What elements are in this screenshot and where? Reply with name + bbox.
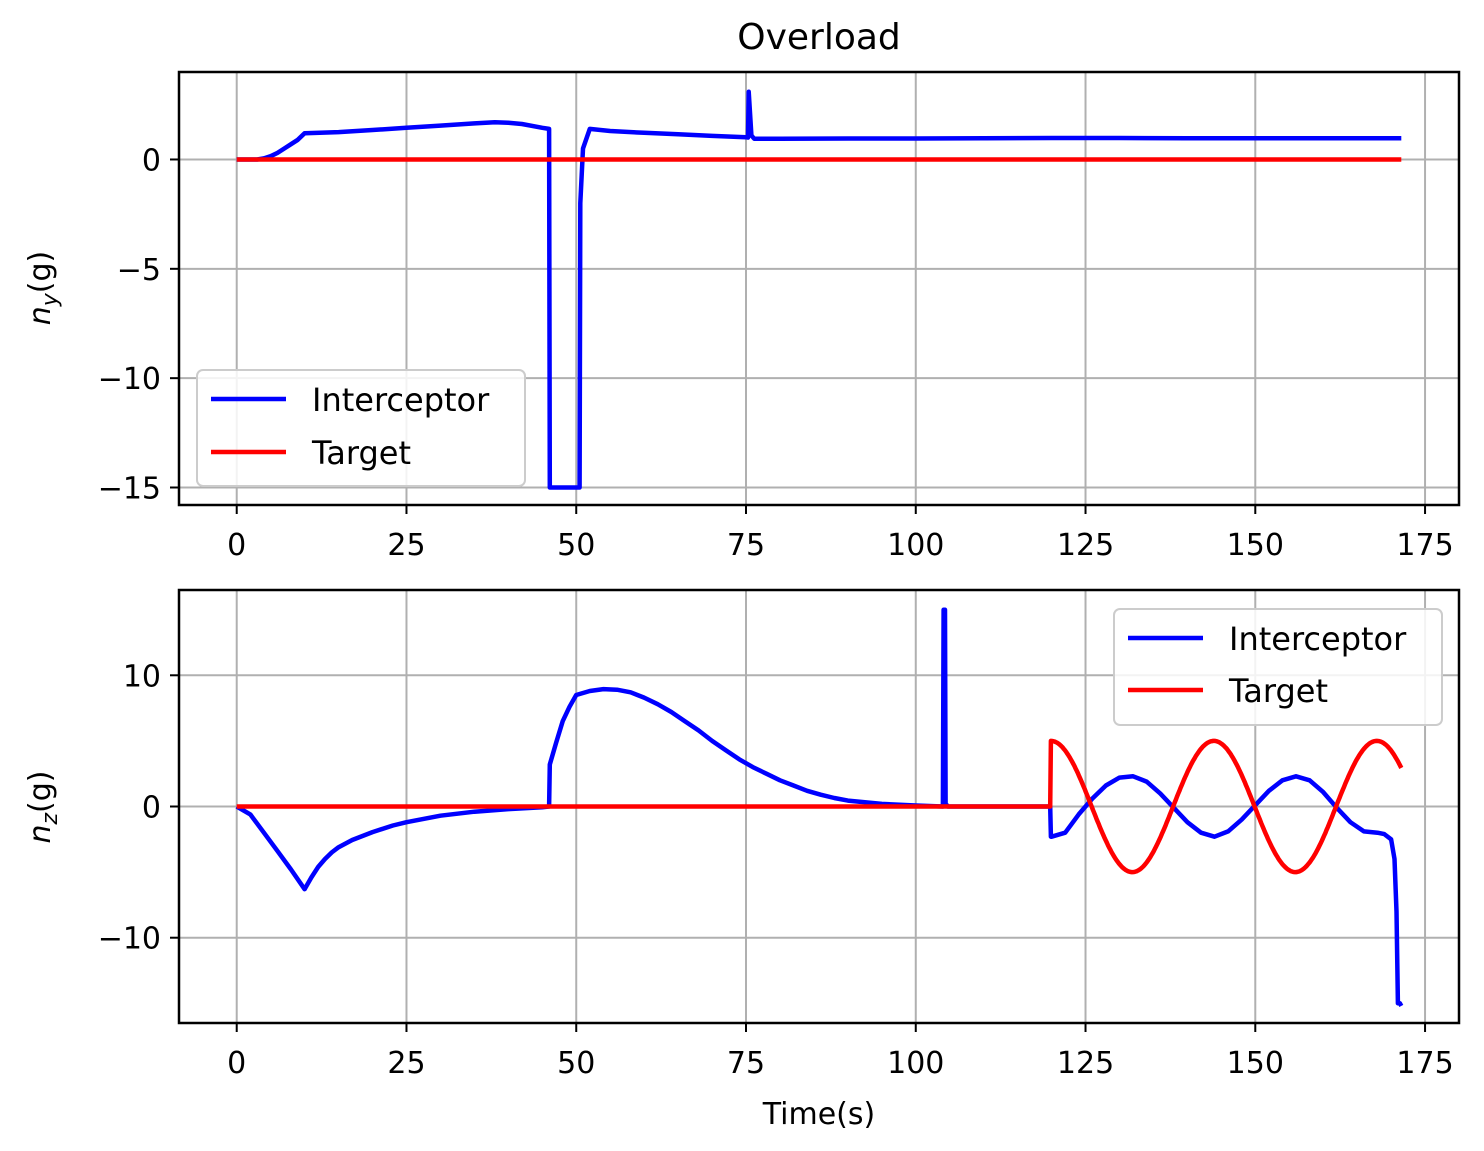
legend-label-interceptor-ny: Interceptor [312, 381, 490, 419]
x-tick-label: 25 [387, 528, 425, 563]
x-tick-label: 25 [387, 1046, 425, 1081]
y-axis-label-nz: nz(g) [23, 770, 63, 843]
legend-label-target-nz: Target [1228, 672, 1328, 710]
y-tick-label: −5 [117, 253, 161, 288]
y-tick-label: 0 [142, 143, 161, 178]
x-tick-label: 125 [1057, 528, 1114, 563]
series-line-interceptor-nz [235, 607, 1404, 1007]
x-tick-label: 75 [727, 1046, 765, 1081]
y-tick-label: −10 [98, 922, 161, 957]
y-tick-label: −10 [98, 362, 161, 397]
x-tick-label: 125 [1057, 1046, 1114, 1081]
x-tick-label: 75 [727, 528, 765, 563]
axes-frame-ny [177, 70, 1461, 507]
series-line-interceptor-ny [236, 89, 1402, 490]
x-tick-label: 50 [557, 1046, 595, 1081]
subplot-nz: 0 25 50 75 100 125 150 175 100−10 nz(g) Time(s)… [23, 588, 1461, 1132]
x-tick-label: 50 [557, 528, 595, 563]
x-tick-label: 175 [1396, 528, 1453, 563]
subplot-ny: 0 25 50 75 100 125 150 175 0 −5 −10 −15 ny(g) Inte… [23, 70, 1461, 563]
y-tick-label: 10 [123, 659, 161, 694]
series-nz [235, 607, 1404, 1007]
y-ticks-nz: 10 0 −10 [98, 659, 179, 957]
series-line-target-nz [236, 738, 1404, 875]
x-tick-label: 0 [227, 1046, 246, 1081]
figure-title: Overload [737, 17, 901, 58]
y-axis-label-ny: ny(g) [23, 251, 63, 326]
legend-label-target-ny: Target [311, 434, 411, 472]
x-tick-label: 100 [887, 528, 944, 563]
legend-label-interceptor-nz: Interceptor [1229, 620, 1407, 658]
x-ticks-ny: 0 25 50 75 100 125 150 175 [227, 505, 1454, 563]
y-tick-label: 0 [142, 791, 161, 826]
x-tick-label: 0 [227, 528, 246, 563]
legend-nz: Interceptor Target [1113, 608, 1443, 726]
series-ny [236, 89, 1402, 490]
legend-ny: Interceptor Target [196, 369, 526, 487]
y-ticks-ny: 0 −5 −10 −15 [98, 143, 179, 507]
x-tick-label: 175 [1396, 1046, 1453, 1081]
x-tick-label: 100 [887, 1046, 944, 1081]
x-axis-label-nz: Time(s) [762, 1097, 875, 1132]
x-tick-label: 150 [1227, 528, 1284, 563]
y-tick-label: −15 [98, 472, 161, 507]
x-ticks-nz: 0 25 50 75 100 125 150 175 [227, 1023, 1454, 1081]
x-tick-label: 150 [1227, 1046, 1284, 1081]
